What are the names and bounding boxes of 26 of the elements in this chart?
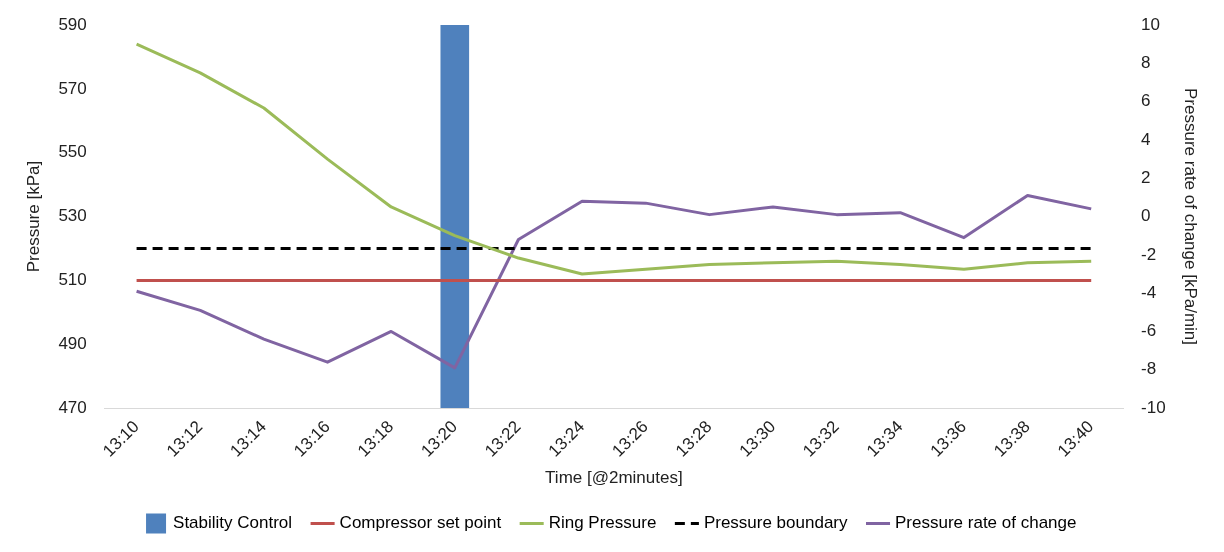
y-tick-label: 470 — [58, 397, 87, 417]
y2-tick-label: -10 — [1141, 397, 1166, 417]
y-tick-label: 550 — [58, 142, 87, 162]
y2-tick-label: -2 — [1141, 244, 1157, 264]
legend-label: Pressure rate of change — [895, 513, 1077, 533]
y-tick-label: 510 — [58, 270, 87, 290]
y-tick-label: 490 — [58, 333, 87, 353]
y2-tick-label: 10 — [1141, 14, 1160, 34]
y2-tick-label: -4 — [1141, 282, 1157, 302]
y2-tick-label: 4 — [1141, 129, 1151, 149]
x-axis-title: Time [@2minutes] — [545, 468, 683, 488]
y2-tick-label: -6 — [1141, 321, 1157, 341]
legend-label: Compressor set point — [339, 513, 502, 533]
y2-tick-label: 6 — [1141, 91, 1151, 111]
y2-tick-label: -8 — [1141, 359, 1157, 379]
y-tick-label: 530 — [58, 206, 87, 226]
y2-axis-title: Pressure rate of change [kPa/min] — [1181, 88, 1201, 346]
y2-tick-label: 0 — [1141, 206, 1151, 226]
y2-tick-label: 8 — [1141, 53, 1151, 72]
legend-label: Stability Control — [173, 513, 293, 533]
y2-tick-label: 2 — [1141, 167, 1151, 187]
legend-label: Ring Pressure — [548, 513, 657, 533]
y-axis-title: Pressure [kPa] — [23, 160, 43, 273]
y-tick-label: 590 — [58, 14, 87, 34]
legend-label: Pressure boundary — [703, 513, 849, 533]
y-tick-label: 570 — [58, 78, 87, 98]
